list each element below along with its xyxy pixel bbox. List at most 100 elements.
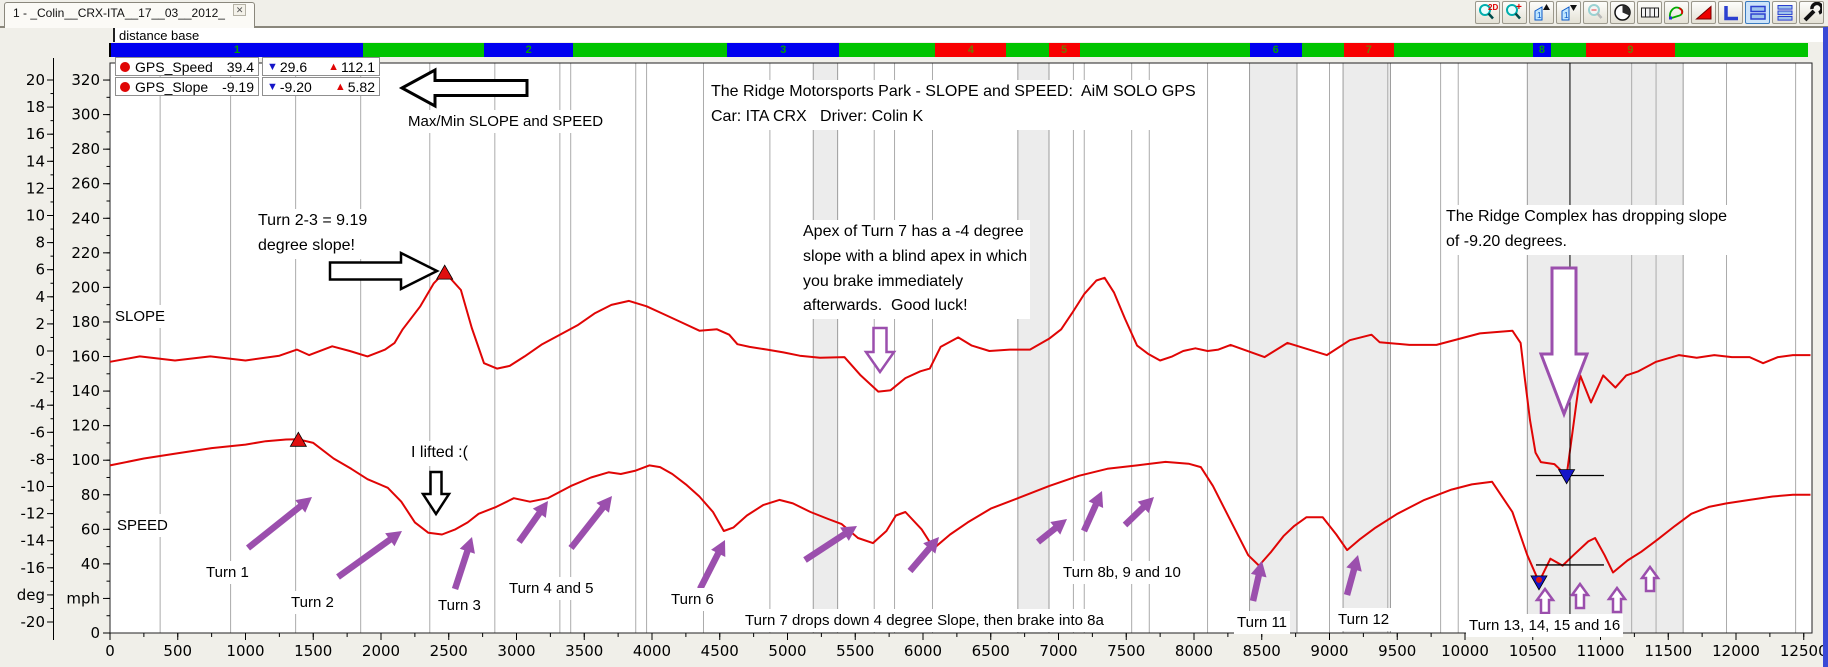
segment-7[interactable]: 7 [1343,43,1394,57]
turn9-arrow-head [1088,491,1104,508]
track-map-icon[interactable] [1664,1,1689,24]
segment-gap-11[interactable] [1301,43,1344,57]
segment-gap-15[interactable] [1550,43,1586,57]
segment-6[interactable]: 6 [1249,43,1302,57]
turn12-label: Turn 12 [1335,608,1393,632]
segment-5[interactable]: 5 [1048,43,1080,57]
zoom-note-down-icon[interactable]: 1 [1556,1,1581,24]
turn6-arrow-head [711,540,726,557]
deg-tick-label: -6 [30,423,45,441]
zoom-out-disabled-icon[interactable] [1583,1,1608,24]
stacked-graph-layout-icon[interactable] [1745,1,1770,24]
turn7a-arrow [803,529,849,563]
segment-1[interactable]: 1 [111,43,364,57]
turn8-arrow [1035,523,1060,545]
deg-tick-label: -12 [21,505,46,523]
min-triangle-icon: ▼ [267,60,278,73]
zoom-note-up-icon[interactable]: 1 [1529,1,1554,24]
tab-close-icon[interactable]: ✕ [232,4,247,16]
x-tick-label: 11000 [1577,642,1625,660]
settings-wrench-icon[interactable] [1799,1,1824,24]
ridge-arrow [1538,266,1590,419]
x-tick-label: 3000 [497,642,535,660]
legend-row-speed[interactable]: GPS_Speed 39.4 ▼ 29.6 ▲ 112.1 [115,57,380,76]
segment-8[interactable]: 8 [1532,43,1551,57]
zoom-2d-icon[interactable]: 2D [1475,1,1500,24]
filmstrip-icon[interactable] [1637,1,1662,24]
turn5-arrow [568,503,608,551]
turn2-label: Turn 2 [288,591,337,615]
tab-title: 1 - _Colin__CRX-ITA__17__03__2012_ [13,6,225,20]
speed-axis-label: SPEED [114,514,171,538]
document-tab[interactable]: 1 - _Colin__CRX-ITA__17__03__2012_ ✕ [4,2,256,28]
segment-gap-13[interactable] [1393,43,1533,57]
speed-channel-name: GPS_Speed [135,58,213,75]
x-tick-label: 4500 [701,642,739,660]
speed-max-value: 112.1 [341,58,375,75]
x-tick-label: 1000 [226,642,264,660]
deg-tick-label: 0 [35,342,45,360]
x-tick-label: 5000 [768,642,806,660]
mph-tick-label: 200 [71,278,100,296]
svg-text:2D: 2D [1488,3,1498,12]
turn2-arrow-head [385,531,402,547]
deg-tick-label: 8 [35,234,45,252]
turn6-arrow [697,549,723,591]
turn3-label: Turn 3 [435,594,484,618]
turn11-arrow [1249,571,1263,602]
turn12-arrow-head [1346,555,1362,572]
zoom-in-icon[interactable]: + [1502,1,1527,24]
legend-row-slope[interactable]: GPS_Slope -9.19 ▼ -9.20 ▲ 5.82 [115,77,380,96]
mph-tick-label: 160 [71,348,100,366]
segment-gap-3[interactable] [573,43,728,57]
deg-tick-label: 18 [26,98,45,116]
slope-channel-dot-icon [120,81,130,92]
mph-tick-label: 180 [71,313,100,331]
deg-tick-label: 6 [35,261,45,279]
single-graph-layout-icon[interactable] [1718,1,1743,24]
speed-current-value: 39.4 [226,58,254,75]
turn7b-arrow-head [923,537,939,554]
turn10-arrow-head [1137,497,1154,514]
segment-4[interactable]: 4 [935,43,1007,57]
distance-base-row: distance base [113,28,1828,43]
turn12-arrow [1343,565,1358,596]
turn9-arrow [1081,500,1101,533]
lifted-note: I lifted :( [408,441,471,466]
segment-3[interactable]: 3 [727,43,840,57]
time-clock-icon[interactable] [1610,1,1635,24]
turn10-arrow [1122,502,1148,528]
segment-gap-1[interactable] [363,43,485,57]
mph-tick-label: 120 [71,417,100,435]
legend: GPS_Speed 39.4 ▼ 29.6 ▲ 112.1 GPS_Slope … [115,57,380,97]
x-tick-label: 2000 [362,642,400,660]
segment-gap-5[interactable] [839,43,936,57]
mph-tick-label: mph [66,589,100,607]
segment-gap-9[interactable] [1079,43,1250,57]
slope-axis-label: SLOPE [112,305,169,329]
x-tick-label: 12000 [1712,642,1760,660]
segment-gap-7[interactable] [1006,43,1049,57]
svg-text:1: 1 [1564,11,1569,20]
chart-title-note: The Ridge Motorsports Park - SLOPE and S… [708,80,1199,130]
gps_speed-max-marker [289,431,308,447]
deg-tick-label: -10 [21,478,46,496]
distance-base-label: distance base [119,28,200,43]
segment-2[interactable]: 2 [484,43,574,57]
slope-triangle-icon[interactable] [1691,1,1716,24]
x-tick-label: 12500 [1780,642,1828,660]
turn8910-label: Turn 8b, 9 and 10 [1060,561,1184,585]
deg-tick-label: 4 [35,288,45,306]
segment-gap-17[interactable] [1674,43,1809,57]
x-tick-label: 8500 [1243,642,1281,660]
x-tick-label: 9000 [1310,642,1348,660]
turn5-arrow-head [596,496,612,513]
turn1-arrow [245,501,305,551]
slope-channel-name: GPS_Slope [135,78,209,95]
turn4-arrow-head [532,501,548,518]
mph-tick-label: 140 [71,382,100,400]
mph-tick-label: 260 [71,175,100,193]
multi-graph-layout-icon[interactable] [1772,1,1797,24]
segment-9[interactable]: 9 [1585,43,1675,57]
